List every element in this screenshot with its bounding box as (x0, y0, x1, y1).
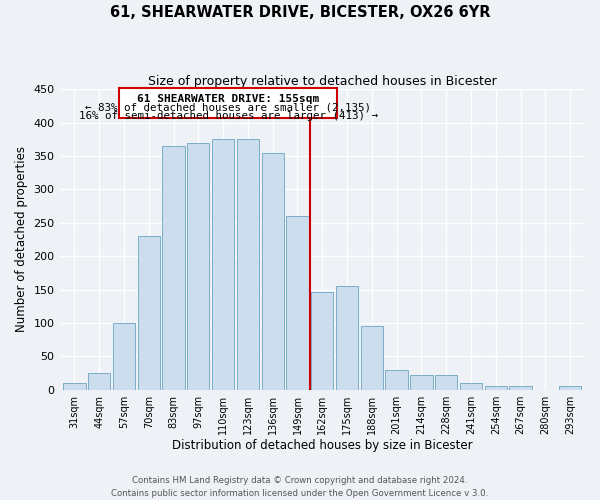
Bar (361, 326, 383, 390)
Text: Contains HM Land Registry data © Crown copyright and database right 2024.
Contai: Contains HM Land Registry data © Crown c… (112, 476, 488, 498)
Bar (460, 383, 482, 390)
Bar (336, 286, 358, 390)
Y-axis label: Number of detached properties: Number of detached properties (15, 146, 28, 332)
Bar (212, 140, 234, 390)
X-axis label: Distribution of detached houses by size in Bicester: Distribution of detached houses by size … (172, 440, 473, 452)
Bar (385, 370, 408, 390)
Bar (237, 140, 259, 390)
Text: 61 SHEARWATER DRIVE: 155sqm: 61 SHEARWATER DRIVE: 155sqm (137, 94, 319, 104)
Bar (485, 386, 507, 390)
Bar (63, 383, 86, 390)
Bar (137, 236, 160, 390)
Bar (88, 373, 110, 390)
Title: Size of property relative to detached houses in Bicester: Size of property relative to detached ho… (148, 75, 497, 88)
Bar (559, 386, 581, 390)
Bar (119, 88, 337, 118)
Text: ← 83% of detached houses are smaller (2,135): ← 83% of detached houses are smaller (2,… (85, 102, 371, 113)
Bar (286, 216, 308, 390)
Bar (113, 323, 135, 390)
Text: 61, SHEARWATER DRIVE, BICESTER, OX26 6YR: 61, SHEARWATER DRIVE, BICESTER, OX26 6YR (110, 5, 490, 20)
Bar (509, 386, 532, 390)
Bar (410, 375, 433, 390)
Bar (311, 292, 334, 390)
Text: 16% of semi-detached houses are larger (413) →: 16% of semi-detached houses are larger (… (79, 111, 377, 121)
Bar (187, 142, 209, 390)
Bar (262, 152, 284, 390)
Bar (163, 146, 185, 390)
Bar (435, 375, 457, 390)
